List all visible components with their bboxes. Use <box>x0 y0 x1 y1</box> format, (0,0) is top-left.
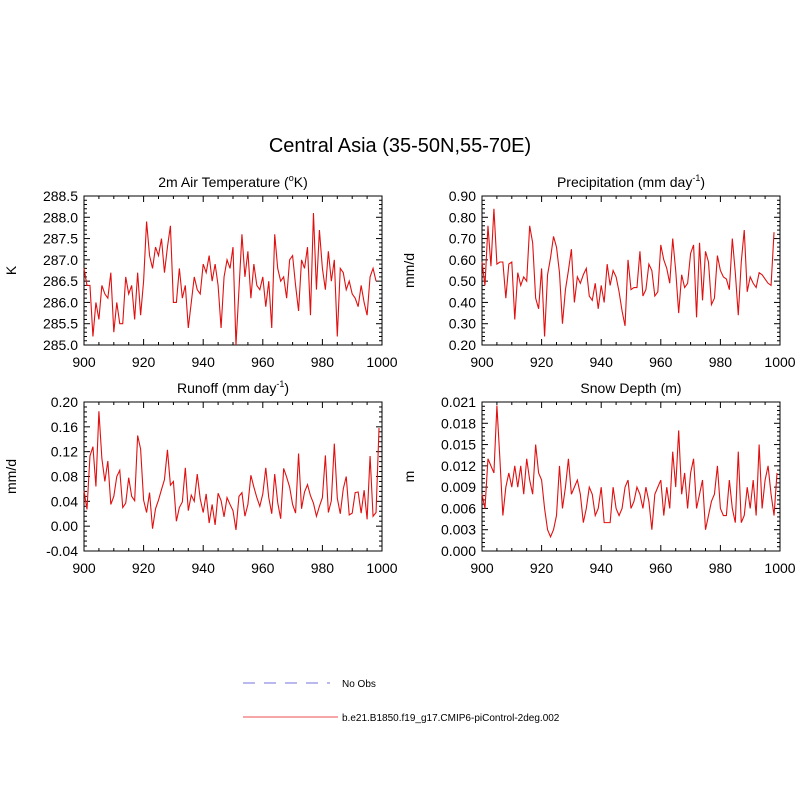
y-tick-label: 0.20 <box>449 337 476 353</box>
panel-title-main: Snow Depth (m) <box>580 380 681 396</box>
x-tick-label: 920 <box>132 354 156 370</box>
y-axis-label: mm/d <box>401 253 417 288</box>
x-tick-label: 1000 <box>366 560 397 576</box>
y-tick-label: 0.50 <box>449 273 476 289</box>
panel-title-sup: -1 <box>276 379 284 389</box>
x-tick-label: 940 <box>192 560 216 576</box>
x-tick-label: 940 <box>192 354 216 370</box>
y-axis-label: K <box>3 265 19 275</box>
x-tick-label: 1000 <box>764 354 795 370</box>
y-tick-label: 0.08 <box>51 469 78 485</box>
panel-title: Snow Depth (m) <box>580 380 681 396</box>
panel-title-main: Precipitation (mm day <box>557 174 692 190</box>
panel-precipitation: Precipitation (mm day-1) mm/d 900 920 940 960… <box>401 173 796 370</box>
panel-title-sup: o <box>289 173 294 183</box>
panel-title-rest: ) <box>284 380 289 396</box>
y-tick-label: 0.30 <box>449 316 476 332</box>
y-tick-label: 0.40 <box>449 294 476 310</box>
series-line-model <box>83 411 380 530</box>
series-line-model <box>481 405 778 539</box>
y-tick-label: 0.04 <box>51 493 78 509</box>
y-tick-label: 0.021 <box>441 394 476 410</box>
x-tick-label: 980 <box>709 354 733 370</box>
panel-title-rest: K) <box>294 174 308 190</box>
plot-frame <box>481 401 781 552</box>
y-tick-label: 288.0 <box>43 209 78 225</box>
x-tick-label: 960 <box>649 560 673 576</box>
x-tick-label: 940 <box>590 560 614 576</box>
y-tick-label: 0.90 <box>449 188 476 204</box>
panel-title-main: Runoff (mm day <box>177 380 276 396</box>
panel-title: 2m Air Temperature (oK) <box>158 173 307 190</box>
x-tick-label: 940 <box>590 354 614 370</box>
y-tick-label: 0.12 <box>51 444 78 460</box>
panel-air-temperature: 2m Air Temperature (oK) K 900 920 940 960 980 1… <box>3 173 398 370</box>
y-tick-label: 0.009 <box>441 479 476 495</box>
y-tick-label: 0.003 <box>441 522 476 538</box>
y-tick-label: 0.006 <box>441 500 476 516</box>
panel-runoff: Runoff (mm day-1) mm/d 900 920 940 960 980 1000… <box>3 379 398 576</box>
x-tick-label: 960 <box>649 354 673 370</box>
y-tick-label: 285.5 <box>43 316 78 332</box>
panels: 2m Air Temperature (oK) K 900 920 940 960 980 1… <box>3 173 796 576</box>
x-tick-label: 920 <box>132 560 156 576</box>
y-tick-label: -0.04 <box>46 543 78 559</box>
x-tick-label: 1000 <box>764 560 795 576</box>
y-tick-label: 287.5 <box>43 231 78 247</box>
x-tick-label: 900 <box>470 560 494 576</box>
y-tick-label: 0.70 <box>449 231 476 247</box>
series-line-model <box>481 208 775 337</box>
legend-model-label: b.e21.B1850.f19_g17.CMIP6-piControl-2deg… <box>342 713 560 724</box>
x-tick-label: 900 <box>72 560 96 576</box>
panel-title-sup: -1 <box>692 173 700 183</box>
y-axis-label: m <box>401 471 417 483</box>
y-tick-label: 0.80 <box>449 209 476 225</box>
y-tick-label: 285.0 <box>43 337 78 353</box>
y-axis-label: mm/d <box>3 459 19 494</box>
plot-frame <box>83 401 383 552</box>
y-tick-label: 287.0 <box>43 252 78 268</box>
y-tick-label: 0.00 <box>51 518 78 534</box>
legend-no-obs-label: No Obs <box>342 679 376 690</box>
x-tick-label: 1000 <box>366 354 397 370</box>
x-tick-label: 980 <box>311 354 335 370</box>
panel-title: Precipitation (mm day-1) <box>557 173 705 190</box>
panel-title: Runoff (mm day-1) <box>177 379 289 396</box>
y-tick-label: 286.5 <box>43 273 78 289</box>
legend: No Obs b.e21.B1850.f19_g17.CMIP6-piContr… <box>243 679 560 724</box>
panel-snow-depth: Snow Depth (m) m 900 920 940 960 980 1000 0.000 0… <box>401 380 796 576</box>
x-tick-label: 980 <box>311 560 335 576</box>
figure-title: Central Asia (35-50N,55-70E) <box>269 135 531 157</box>
y-tick-label: 0.018 <box>441 415 476 431</box>
panel-title-rest: ) <box>700 174 705 190</box>
y-tick-label: 0.16 <box>51 419 78 435</box>
x-tick-label: 900 <box>72 354 96 370</box>
x-tick-label: 980 <box>709 560 733 576</box>
y-tick-label: 0.000 <box>441 543 476 559</box>
y-tick-label: 0.60 <box>449 252 476 268</box>
y-tick-label: 0.20 <box>51 394 78 410</box>
x-tick-label: 900 <box>470 354 494 370</box>
x-tick-label: 960 <box>251 560 275 576</box>
x-tick-label: 920 <box>530 354 554 370</box>
panel-title-main: 2m Air Temperature ( <box>158 174 289 190</box>
x-tick-label: 960 <box>251 354 275 370</box>
y-tick-label: 0.012 <box>441 458 476 474</box>
y-tick-label: 0.015 <box>441 437 476 453</box>
series-line-model <box>83 213 377 346</box>
y-tick-label: 288.5 <box>43 188 78 204</box>
x-tick-label: 920 <box>530 560 554 576</box>
y-tick-label: 286.0 <box>43 294 78 310</box>
